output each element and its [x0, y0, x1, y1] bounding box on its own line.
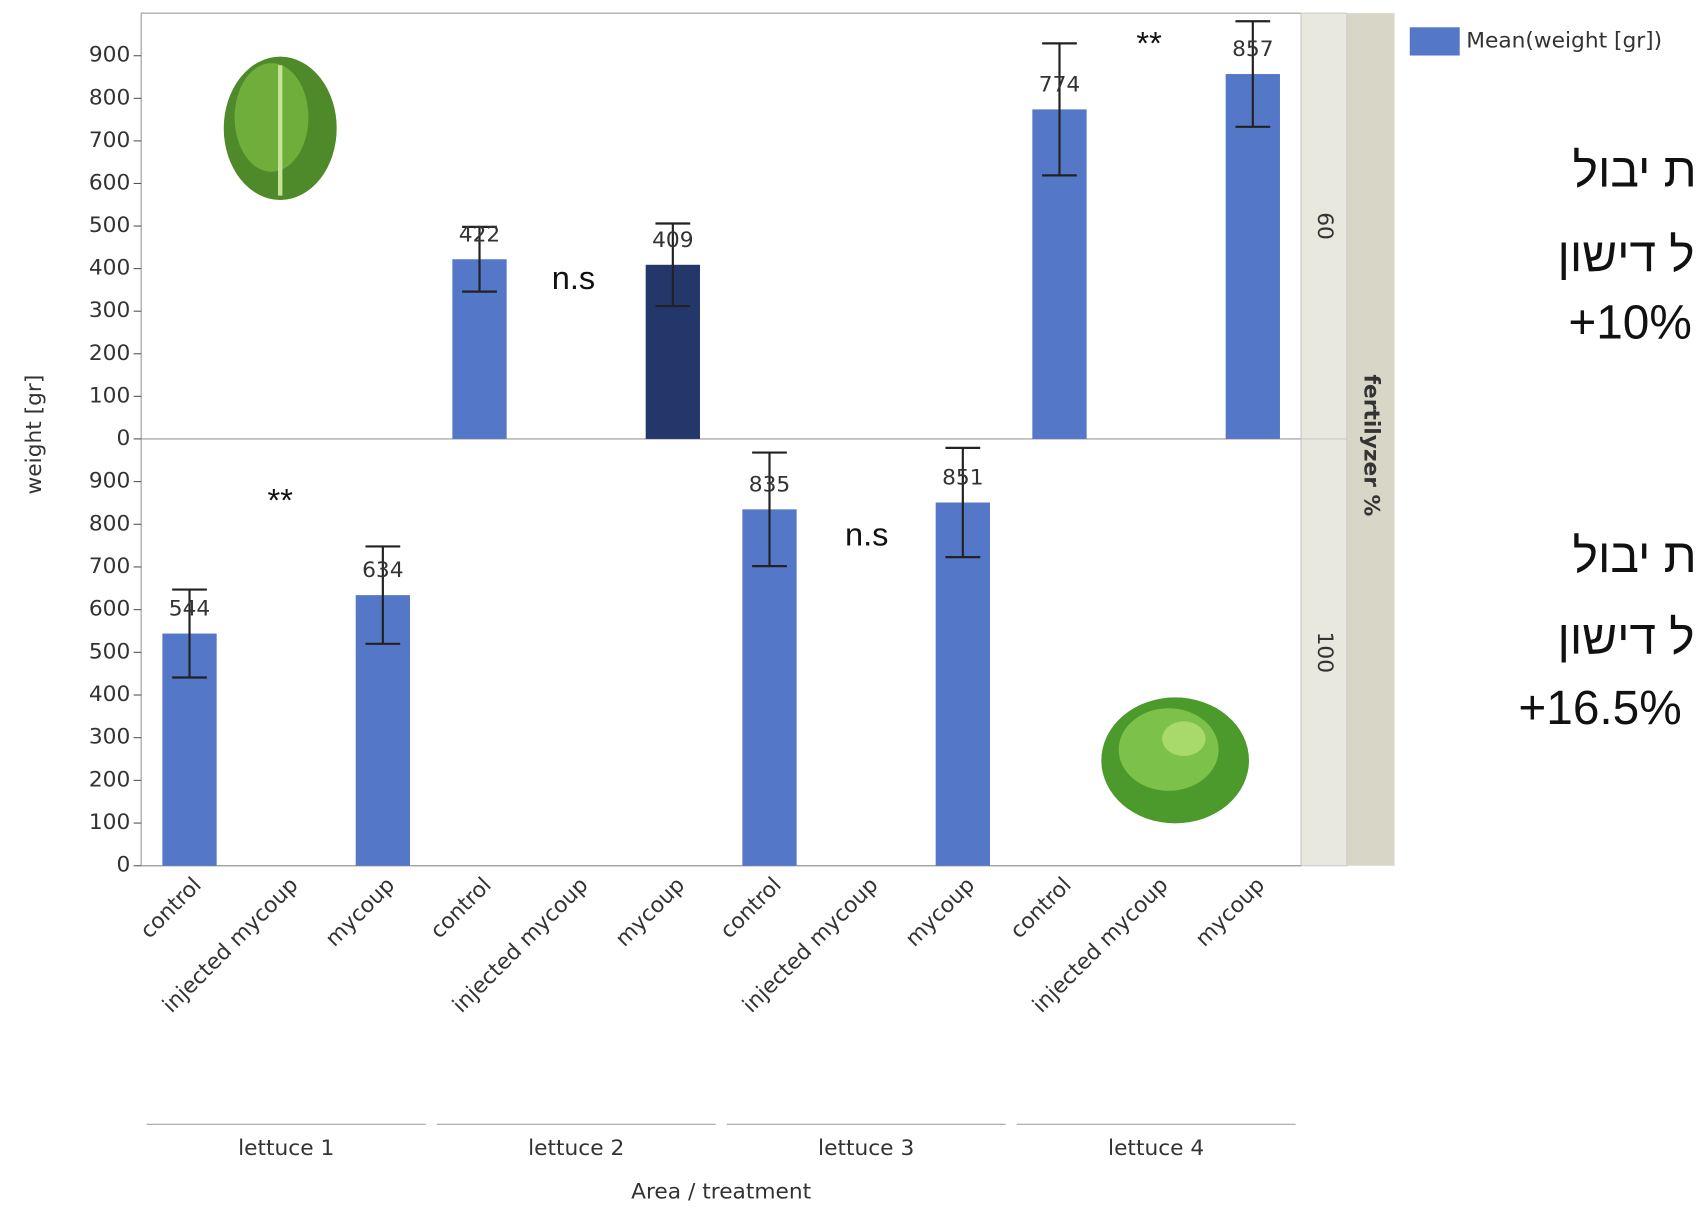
- y-tick-label: 100: [89, 383, 130, 408]
- y-tick-label: 200: [89, 341, 130, 366]
- y-tick-label: 700: [89, 554, 130, 579]
- y-tick-label: 800: [89, 85, 130, 110]
- y-tick-label: 500: [89, 213, 130, 238]
- side-note: ל דישון: [1557, 229, 1694, 282]
- x-tick-label: control: [716, 873, 787, 944]
- y-axis-title: weight [gr]: [22, 375, 47, 495]
- value-label: 857: [1232, 37, 1273, 62]
- group-label: lettuce 1: [238, 1136, 334, 1161]
- y-tick-label: 600: [89, 170, 130, 195]
- group-label: lettuce 3: [818, 1136, 914, 1161]
- bar: [935, 502, 990, 866]
- x-tick-label: mycoup: [321, 873, 400, 952]
- y-tick-label: 700: [89, 128, 130, 153]
- value-label: 774: [1039, 72, 1080, 97]
- y-tick-label: 400: [89, 256, 130, 281]
- facet-strip: [1346, 13, 1395, 866]
- y-tick-label: 600: [89, 597, 130, 622]
- facet-title: fertilyzer %: [1359, 375, 1384, 517]
- bar: [742, 509, 797, 866]
- y-tick-label: 400: [89, 682, 130, 707]
- y-tick-label: 0: [117, 853, 131, 878]
- group-label: lettuce 2: [528, 1136, 624, 1161]
- panel-strip: [1300, 12, 1348, 440]
- y-tick-label: 300: [89, 298, 130, 323]
- x-tick-label: control: [136, 873, 207, 944]
- annotation: n.s: [552, 260, 595, 296]
- bar: [1225, 74, 1280, 439]
- butterhead-image: [1101, 697, 1250, 824]
- y-tick-label: 800: [89, 511, 130, 536]
- value-label: 835: [749, 472, 790, 497]
- side-note: ל דישון: [1557, 612, 1694, 665]
- panel-label: 60: [1312, 212, 1337, 240]
- value-label: 422: [459, 222, 500, 247]
- romaine-image: [223, 56, 337, 200]
- value-label: 634: [362, 558, 403, 583]
- value-label: 544: [169, 597, 210, 622]
- x-axis-title: Area / treatment: [631, 1180, 811, 1205]
- x-tick-label: control: [1006, 873, 1077, 944]
- legend-swatch: [1409, 27, 1460, 56]
- x-tick-label: mycoup: [1191, 873, 1270, 952]
- annotation: n.s: [845, 516, 888, 552]
- y-tick-label: 100: [89, 810, 130, 835]
- side-note: ת יבול: [1573, 530, 1697, 583]
- x-tick-label: control: [426, 873, 497, 944]
- y-tick-label: 300: [89, 725, 130, 750]
- group-label: lettuce 4: [1108, 1136, 1204, 1161]
- panel-strip: [1300, 438, 1348, 867]
- x-tick-label: mycoup: [611, 873, 690, 952]
- value-label: 409: [652, 228, 693, 253]
- panel-label: 100: [1312, 632, 1337, 673]
- y-tick-label: 900: [89, 43, 130, 68]
- side-note: +10%: [1568, 297, 1692, 350]
- value-label: 851: [942, 466, 983, 491]
- y-tick-label: 900: [89, 469, 130, 494]
- y-tick-label: 500: [89, 639, 130, 664]
- annotation: **: [1136, 25, 1162, 61]
- annotation: **: [268, 483, 294, 519]
- legend-label: Mean(weight [gr]): [1466, 28, 1662, 53]
- y-tick-label: 0: [117, 426, 131, 451]
- y-tick-label: 200: [89, 767, 130, 792]
- side-note: +16.5%: [1518, 682, 1681, 735]
- side-note: ת יבול: [1573, 145, 1697, 198]
- x-tick-label: mycoup: [901, 873, 980, 952]
